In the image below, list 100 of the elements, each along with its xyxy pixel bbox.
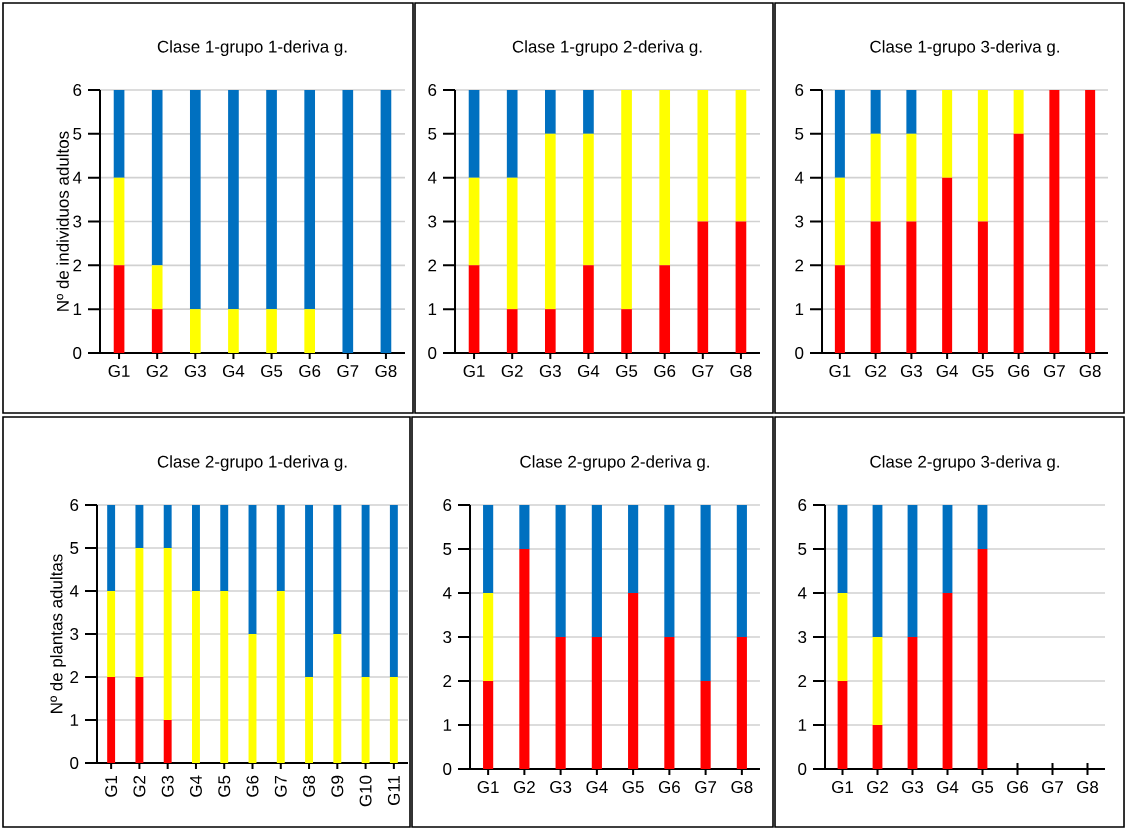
bar [468, 177, 480, 266]
y-tick-label: 6 [70, 499, 79, 511]
x-tick-label: G3 [550, 781, 572, 794]
bar [468, 90, 480, 178]
bar [870, 90, 881, 134]
bar [837, 505, 848, 594]
bar [189, 90, 201, 310]
bar [664, 637, 675, 770]
x-tick-label: G5 [972, 365, 994, 378]
bar [483, 505, 494, 594]
bar [544, 309, 556, 354]
y-tick-label: 1 [428, 303, 437, 315]
bar [659, 90, 671, 266]
bar [107, 677, 116, 764]
bar [591, 505, 602, 638]
x-tick-label: G7 [692, 365, 714, 378]
x-tick-label: G8 [730, 365, 752, 378]
bar [389, 677, 398, 764]
bar [583, 90, 594, 134]
y-tick-label: 6 [73, 84, 82, 96]
y-tick-label: 6 [428, 84, 437, 96]
x-tick-label: G5 [622, 781, 644, 794]
x-tick-label: G4 [937, 781, 959, 794]
bar [942, 505, 953, 594]
y-tick-label: 0 [73, 347, 82, 359]
bar [1049, 90, 1060, 354]
chart-title: Clase 1-grupo 1-deriva g. [157, 40, 347, 56]
y-tick-label: 3 [443, 631, 452, 643]
y-tick-label: 5 [443, 543, 452, 555]
x-tick-label: G4 [586, 781, 608, 794]
bar [506, 177, 518, 310]
bar [192, 505, 200, 592]
x-tick-label: G2 [133, 775, 146, 797]
bar [113, 177, 125, 266]
x-tick-label: G1 [829, 365, 851, 378]
x-tick-label: G3 [539, 365, 561, 378]
bar [621, 90, 632, 310]
bar [700, 681, 711, 770]
x-tick-label: G1 [477, 781, 499, 794]
y-tick-label: 1 [73, 303, 82, 315]
bar [228, 309, 239, 354]
x-tick-label: G3 [900, 365, 922, 378]
bar [907, 505, 918, 638]
bar [583, 265, 594, 354]
x-tick-label: G1 [832, 781, 853, 794]
x-tick-label: G7 [274, 775, 287, 797]
y-tick-label: 5 [798, 543, 807, 555]
bar [506, 90, 518, 178]
y-tick-label: 0 [443, 763, 452, 775]
bar [834, 265, 845, 354]
x-tick-label: G8 [303, 775, 316, 797]
bar [189, 309, 201, 354]
bar [872, 725, 883, 770]
bar [834, 177, 845, 266]
bar [621, 309, 632, 354]
bar [304, 90, 316, 310]
y-tick-label: 5 [795, 127, 804, 140]
y-tick-label: 0 [428, 347, 437, 359]
bar [1013, 133, 1024, 354]
bar [591, 637, 602, 770]
y-tick-label: 2 [798, 675, 807, 687]
bar [333, 505, 342, 635]
x-tick-label: G9 [331, 775, 344, 797]
bar [163, 720, 172, 764]
bar [468, 265, 480, 354]
x-tick-label: G7 [695, 781, 717, 794]
bar [192, 591, 200, 764]
bar [107, 591, 116, 678]
bar [389, 505, 398, 678]
y-tick-label: 2 [795, 259, 804, 272]
x-tick-label: G8 [1079, 365, 1101, 378]
bar [107, 505, 116, 592]
y-tick-label: 4 [72, 171, 82, 184]
bar [907, 637, 918, 770]
bar [276, 505, 285, 592]
bar [735, 221, 747, 354]
x-tick-label: G2 [513, 781, 535, 794]
bar [266, 309, 277, 354]
bar [977, 549, 988, 770]
x-tick-label: G11 [387, 775, 400, 805]
bar [305, 677, 314, 764]
bar [700, 505, 711, 682]
bar [544, 133, 556, 310]
x-tick-label: G7 [1043, 365, 1065, 378]
x-tick-label: G6 [654, 365, 676, 378]
bar [544, 90, 556, 134]
x-tick-label: G8 [1077, 781, 1099, 794]
x-tick-label: G2 [865, 365, 887, 378]
chart-title: Clase 2-grupo 1-deriva g. [157, 455, 347, 471]
bar [837, 681, 848, 770]
bar [361, 677, 370, 764]
x-tick-label: G6 [246, 775, 259, 797]
y-tick-label: 6 [798, 499, 807, 512]
bar [555, 637, 566, 770]
y-tick-label: 6 [443, 499, 452, 512]
bar [113, 90, 125, 178]
bar [361, 505, 370, 678]
bar [834, 90, 845, 178]
bar [380, 90, 392, 354]
bar [942, 177, 953, 354]
